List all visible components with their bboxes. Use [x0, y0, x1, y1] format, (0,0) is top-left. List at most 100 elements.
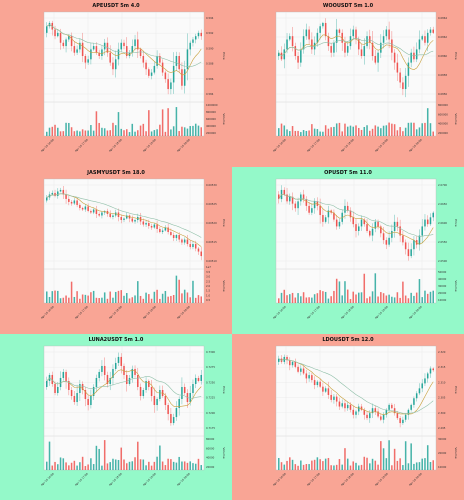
candle-body [151, 226, 153, 228]
volume-tick-label: 1000000 [206, 103, 218, 107]
volume-bar [154, 292, 156, 303]
candle-body [200, 252, 202, 257]
volume-bar [410, 443, 412, 470]
volume-bar [189, 297, 191, 303]
volume-bar [151, 299, 153, 303]
volume-bar [57, 464, 59, 470]
volume-bar [394, 124, 396, 136]
x-tick-label: Apr 10 17:00 [306, 138, 321, 153]
volume-bar [76, 291, 78, 303]
volume-bar [375, 461, 377, 470]
candle-body [112, 215, 114, 217]
candle-body [347, 405, 349, 408]
volume-bar [184, 290, 186, 303]
volume-bar [82, 294, 84, 303]
volume-bar [145, 293, 147, 303]
candle-body [386, 30, 388, 37]
candle-body [85, 206, 87, 209]
volume-bar [156, 129, 158, 136]
volume-bar [366, 298, 368, 303]
volume-bar [328, 299, 330, 303]
price-tick-label: 0.0864 [438, 16, 447, 20]
volume-bar [71, 282, 73, 303]
x-tick-label: Apr 10 19:00 [374, 305, 389, 320]
volume-bar [85, 130, 87, 136]
volume-bar [322, 291, 324, 303]
candle-body [173, 66, 175, 83]
volume-bar [289, 457, 291, 470]
price-axis-label: Price [454, 219, 458, 226]
volume-axis-label: Volume [222, 113, 226, 124]
candle-body [93, 46, 95, 49]
volume-bar [46, 462, 48, 470]
candle-body [292, 36, 294, 46]
volume-bar [76, 466, 78, 470]
volume-bar [306, 297, 308, 303]
price-tick-label: 2.0650 [438, 202, 447, 206]
volume-bar [394, 297, 396, 303]
x-tick-label: Apr 10 19:00 [142, 305, 157, 320]
candle-body [148, 381, 150, 387]
volume-bar [198, 295, 200, 303]
volume-bar [184, 461, 186, 470]
candle-body [176, 235, 178, 238]
candle-body [427, 220, 429, 225]
candle-body [98, 214, 100, 216]
x-tick-label: Apr 10 17:00 [306, 305, 321, 320]
volume-bar [104, 440, 106, 470]
candle-body [297, 56, 299, 63]
volume-bar [375, 273, 377, 303]
volume-bar [151, 466, 153, 470]
candle-body [154, 225, 156, 228]
candle-body [430, 369, 432, 374]
volume-bar [380, 128, 382, 136]
volume-tick-label: 200000 [206, 131, 216, 135]
volume-bar [132, 297, 134, 303]
volume-bar [173, 462, 175, 470]
candle-body [145, 223, 147, 225]
volume-bar [129, 462, 131, 470]
price-tick-label: 0.0858 [438, 73, 447, 77]
volume-bar [430, 123, 432, 136]
volume-bar [399, 458, 401, 470]
candle-body [341, 403, 343, 406]
candle-body [344, 403, 346, 408]
volume-bar [344, 281, 346, 303]
candle-body [421, 36, 423, 39]
candle-body [173, 235, 175, 238]
candle-body [198, 378, 200, 381]
price-axis-label: Price [222, 386, 226, 393]
price-tick-label: 2.305 [438, 396, 446, 400]
volume-bar [79, 462, 81, 470]
candle-body [430, 30, 432, 33]
candle-body [184, 387, 186, 393]
volume-bar [148, 294, 150, 303]
volume-bar [76, 131, 78, 136]
volume-bar [366, 125, 368, 136]
candle-body [416, 49, 418, 59]
volume-bar [151, 131, 153, 136]
candle-body [319, 206, 321, 215]
price-tick-label: 0.592 [206, 31, 214, 35]
candle-body [167, 79, 169, 89]
candle-body [134, 220, 136, 222]
volume-bar [333, 291, 335, 303]
volume-tick-label: 40000 [438, 277, 447, 281]
candle-body [189, 244, 191, 247]
chart-svg: LUNA2USDT 5m 1.00.73000.72750.72500.7225… [0, 334, 232, 500]
volume-bar [137, 130, 139, 136]
volume-bar [143, 124, 145, 136]
candle-body [82, 43, 84, 56]
volume-bar [325, 292, 327, 303]
volume-bar [424, 458, 426, 470]
volume-bar [413, 123, 415, 136]
candle-body [308, 206, 310, 213]
volume-bar [162, 294, 164, 303]
candle-body [330, 395, 332, 400]
candle-body [364, 46, 366, 56]
volume-bar [52, 127, 54, 136]
candle-body [352, 217, 354, 224]
volume-tick-label: 20000 [438, 291, 447, 295]
volume-axis-label: Volume [222, 447, 226, 458]
candle-body [170, 232, 172, 235]
